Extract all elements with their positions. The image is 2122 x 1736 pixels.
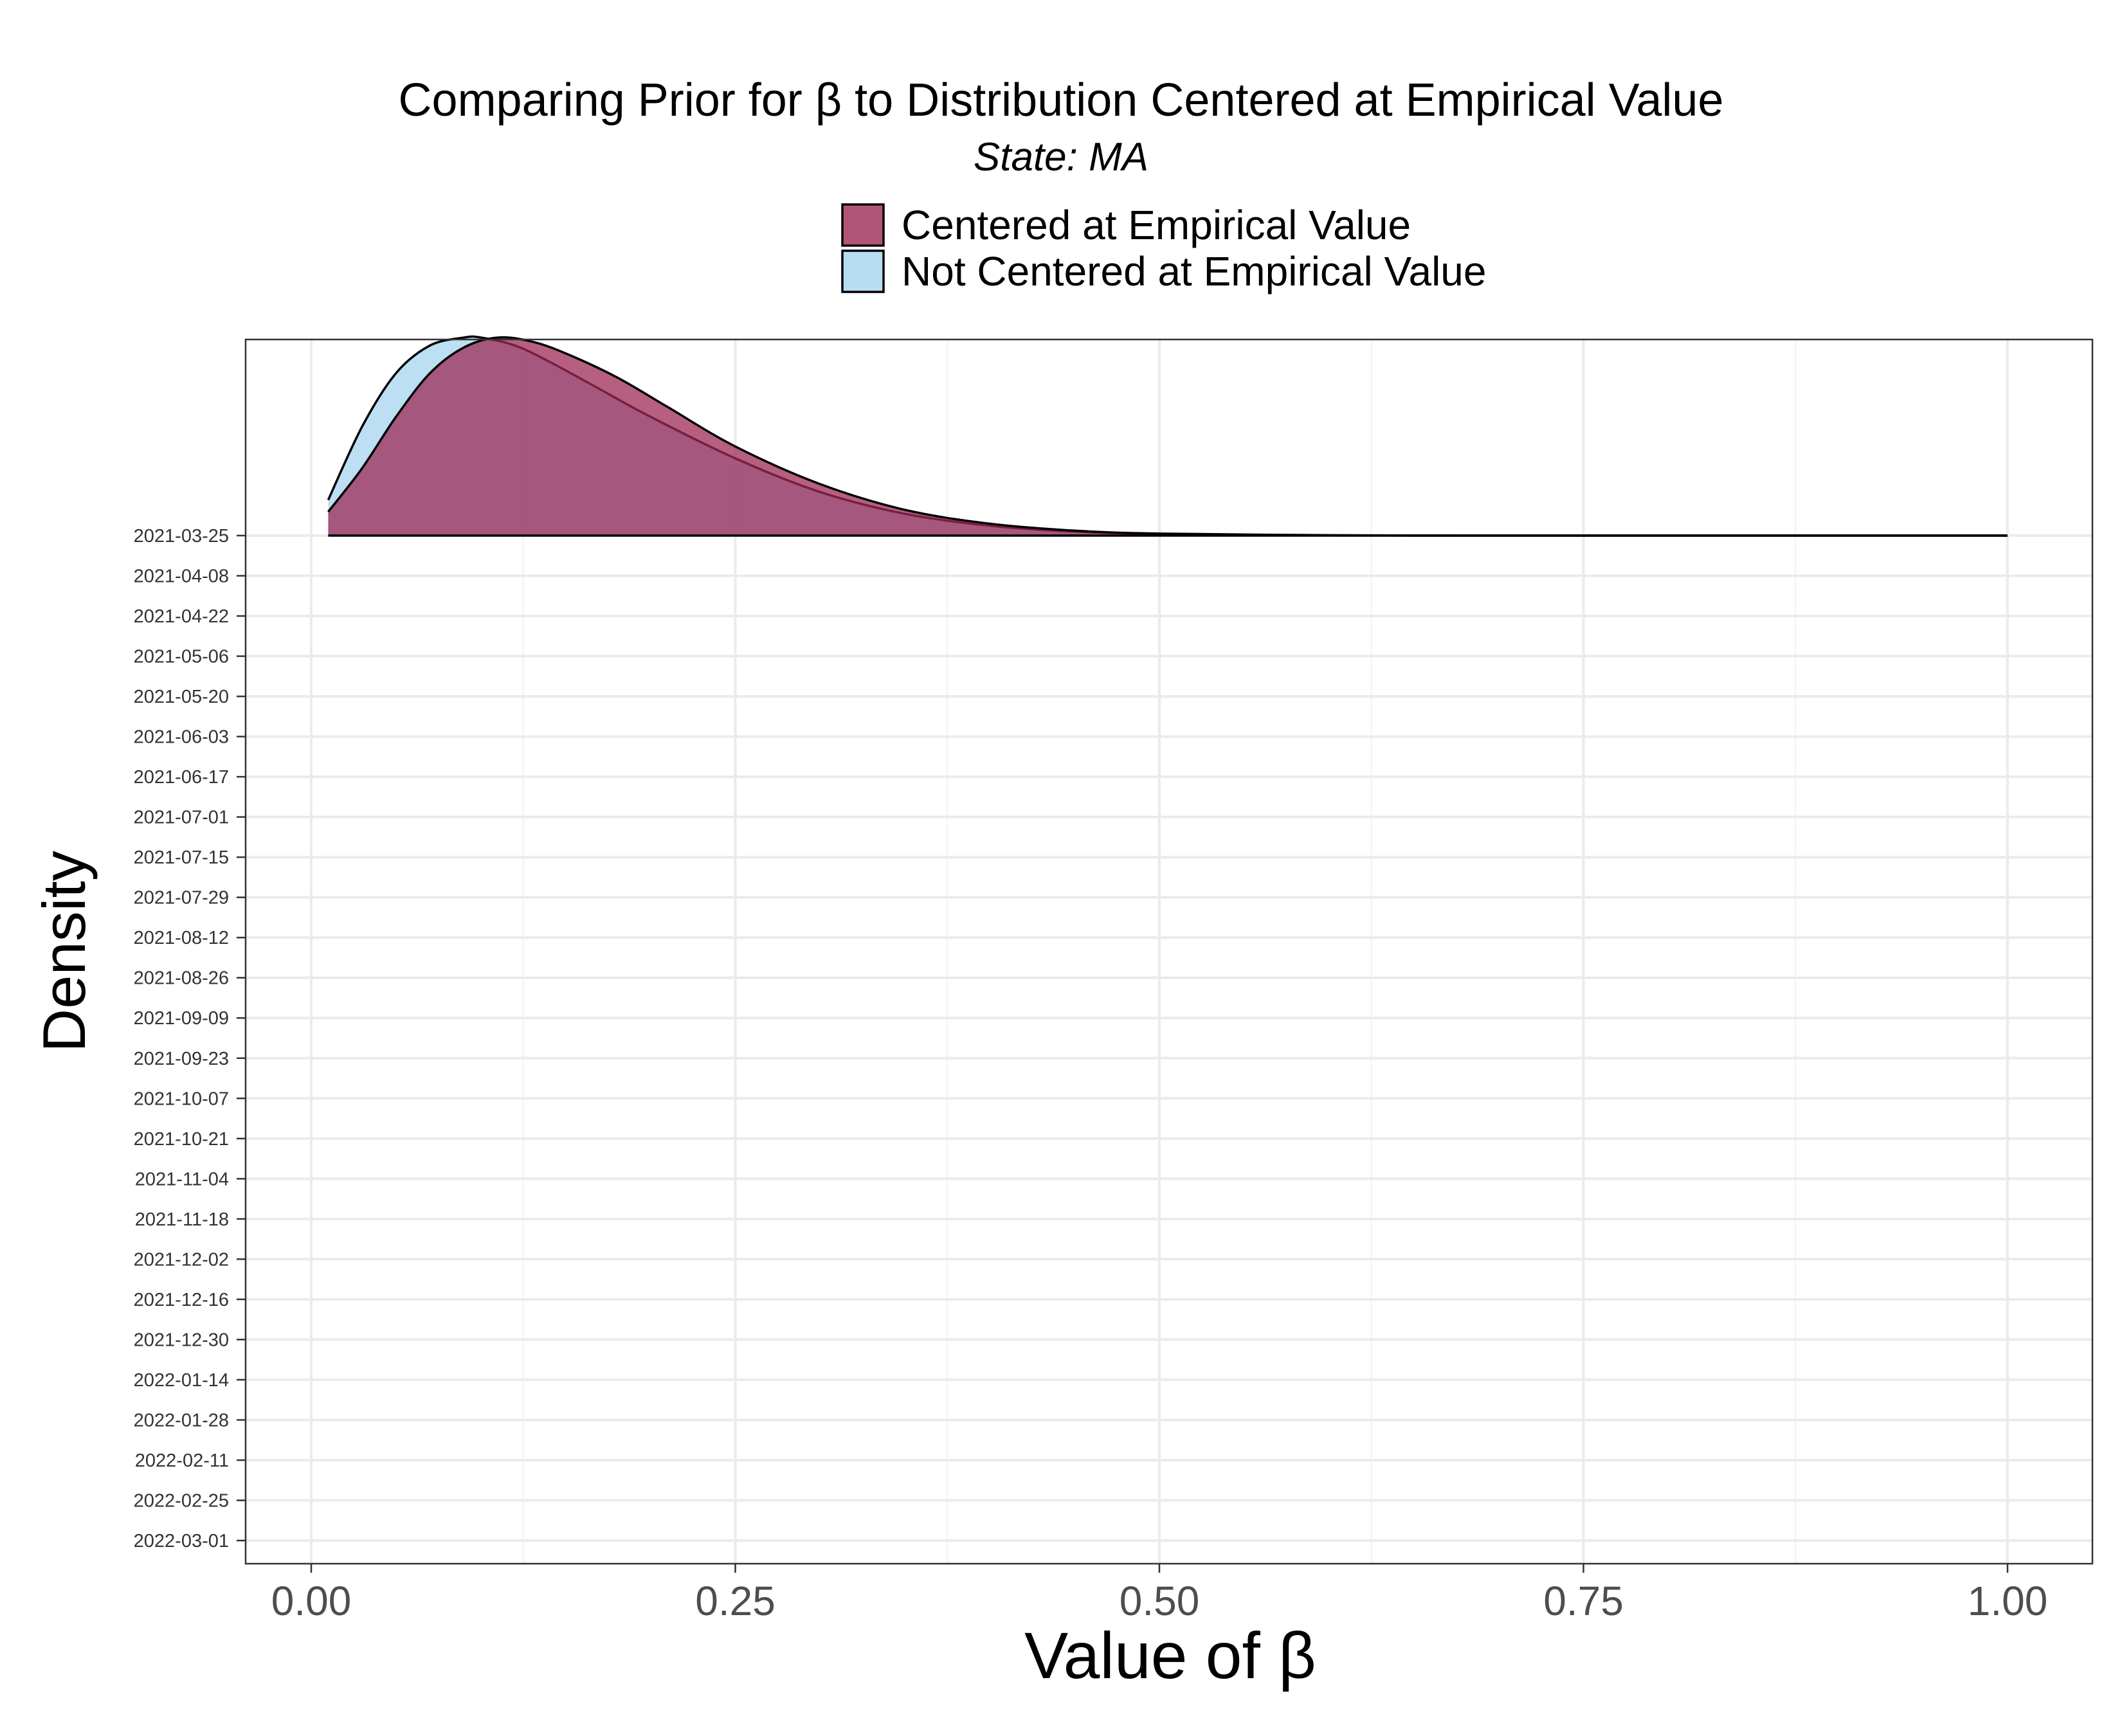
x-tick-label: 0.25 (695, 1578, 775, 1624)
y-tick-label: 2022-02-25 (134, 1490, 229, 1511)
legend-swatch-not-centered-at-empirical-value (841, 249, 885, 293)
y-tick-label: 2022-01-28 (134, 1410, 229, 1431)
y-tick-label: 2021-07-01 (134, 808, 229, 828)
chart-subtitle: State: MA (974, 135, 1148, 179)
legend-label-not-centered-at-empirical-value: Not Centered at Empirical Value (902, 248, 1486, 294)
y-tick-label: 2021-10-07 (134, 1089, 229, 1109)
density-area-centered-at-empirical-value (328, 337, 2008, 536)
x-tick-label: 1.00 (1968, 1578, 2048, 1624)
y-tick-label: 2021-04-22 (134, 606, 229, 627)
y-tick-label: 2021-06-03 (134, 727, 229, 748)
y-tick-label: 2021-09-23 (134, 1049, 229, 1069)
y-tick-label: 2021-09-09 (134, 1008, 229, 1029)
y-axis-ticks: 2021-03-25 2021-04-08 2021-04-22 2021-05-06… (134, 526, 246, 1551)
y-tick-label: 2021-06-17 (134, 767, 229, 788)
y-tick-label: 2021-07-29 (134, 888, 229, 909)
density-ridges (327, 335, 2008, 537)
y-tick-label: 2021-08-12 (134, 928, 229, 948)
legend-label-centered-at-empirical-value: Centered at Empirical Value (902, 202, 1411, 248)
y-tick-label: 2022-01-14 (134, 1370, 229, 1391)
x-tick-label: 0.50 (1120, 1578, 1200, 1624)
x-tick-label: 0.75 (1543, 1578, 1624, 1624)
plot-panel (246, 339, 2092, 1564)
y-tick-label: 2022-03-01 (134, 1531, 229, 1551)
y-tick-label: 2021-11-04 (135, 1169, 229, 1189)
y-tick-label: 2021-07-15 (134, 847, 229, 868)
y-tick-label: 2021-04-08 (134, 566, 229, 587)
y-tick-label: 2021-11-18 (135, 1209, 229, 1230)
y-tick-label: 2021-12-02 (134, 1249, 229, 1270)
y-tick-label: 2021-10-21 (134, 1129, 229, 1150)
y-tick-label: 2021-12-16 (134, 1290, 229, 1310)
legend-swatch-centered-at-empirical-value (841, 203, 885, 247)
y-axis-title: Density (30, 851, 98, 1052)
x-tick-label: 0.00 (271, 1578, 352, 1624)
x-axis-ticks: 0.00 0.25 0.50 0.75 1.00 (271, 1564, 2048, 1624)
y-tick-label: 2021-05-06 (134, 647, 229, 667)
x-axis-title: Value of β (1024, 1619, 1316, 1692)
y-tick-label: 2021-08-26 (134, 968, 229, 989)
y-tick-label: 2021-03-25 (134, 526, 229, 547)
y-tick-label: 2021-05-20 (134, 687, 229, 707)
plot-border (244, 338, 2094, 1565)
y-tick-label: 2022-02-11 (135, 1451, 229, 1471)
chart-title: Comparing Prior for β to Distribution Ce… (399, 75, 1724, 126)
y-tick-label: 2021-12-30 (134, 1330, 229, 1350)
